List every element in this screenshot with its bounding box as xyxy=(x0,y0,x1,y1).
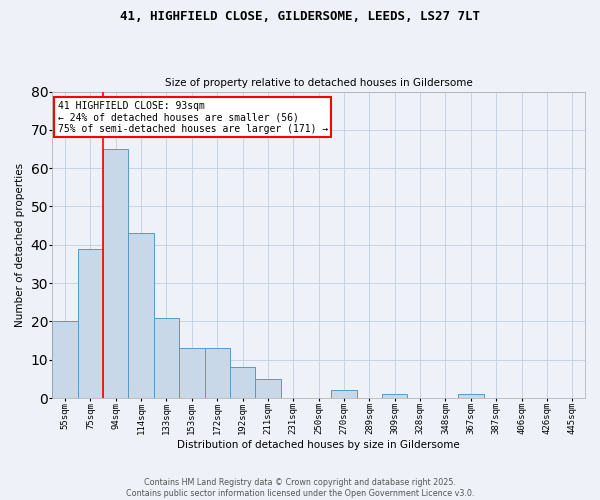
Title: Size of property relative to detached houses in Gildersome: Size of property relative to detached ho… xyxy=(165,78,473,88)
Y-axis label: Number of detached properties: Number of detached properties xyxy=(15,162,25,327)
Bar xyxy=(458,394,484,398)
X-axis label: Distribution of detached houses by size in Gildersome: Distribution of detached houses by size … xyxy=(177,440,460,450)
Bar xyxy=(154,318,179,398)
Bar xyxy=(331,390,357,398)
Bar xyxy=(128,234,154,398)
Text: 41, HIGHFIELD CLOSE, GILDERSOME, LEEDS, LS27 7LT: 41, HIGHFIELD CLOSE, GILDERSOME, LEEDS, … xyxy=(120,10,480,23)
Text: 41 HIGHFIELD CLOSE: 93sqm
← 24% of detached houses are smaller (56)
75% of semi-: 41 HIGHFIELD CLOSE: 93sqm ← 24% of detac… xyxy=(58,100,328,134)
Bar xyxy=(382,394,407,398)
Bar xyxy=(230,368,255,398)
Bar xyxy=(52,322,78,398)
Bar xyxy=(78,248,103,398)
Bar xyxy=(103,149,128,398)
Bar xyxy=(179,348,205,398)
Bar xyxy=(205,348,230,398)
Bar xyxy=(255,379,281,398)
Text: Contains HM Land Registry data © Crown copyright and database right 2025.
Contai: Contains HM Land Registry data © Crown c… xyxy=(126,478,474,498)
